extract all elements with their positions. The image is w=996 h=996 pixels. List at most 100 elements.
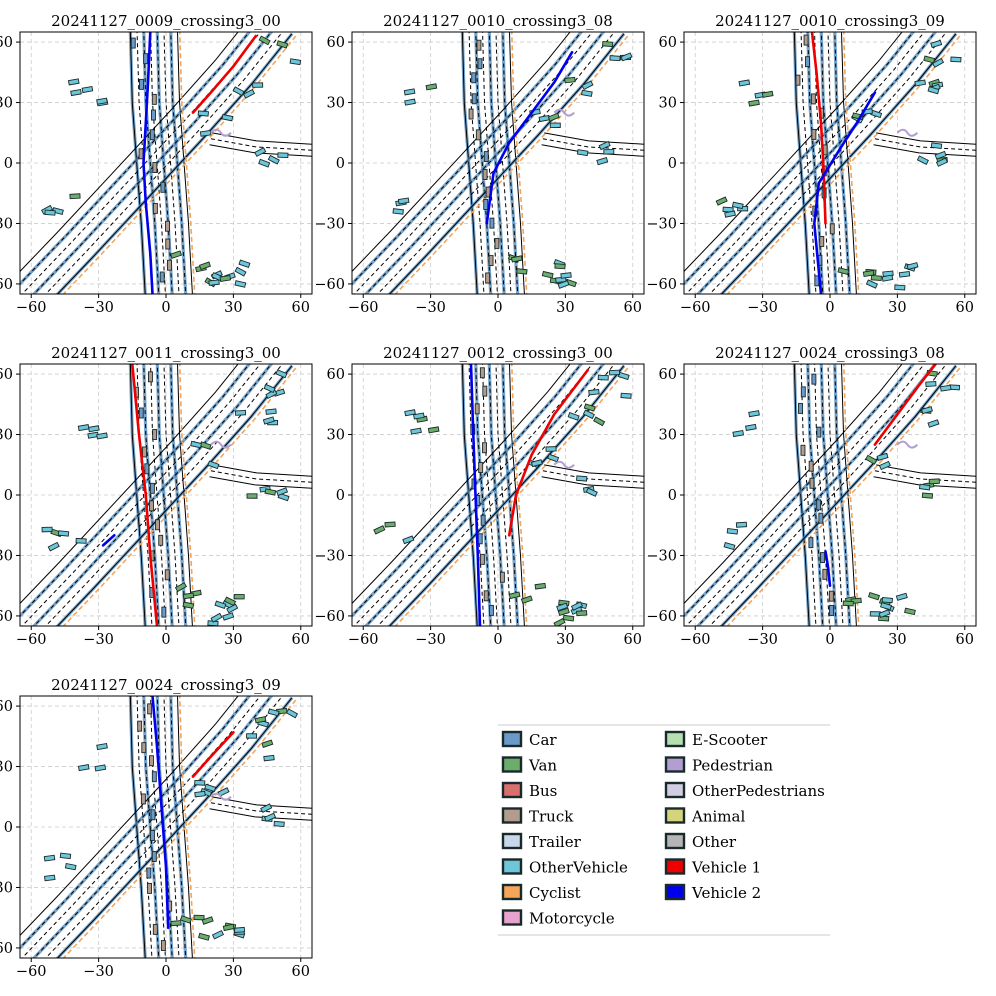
lane-boundary bbox=[834, 364, 851, 626]
x-tick-label: 30 bbox=[224, 632, 242, 648]
lane-boundary bbox=[827, 32, 844, 294]
lane-boundary bbox=[541, 476, 644, 489]
agent-box bbox=[906, 262, 919, 270]
y-tick-label: 0 bbox=[4, 488, 13, 504]
y-tick-label: 30 bbox=[0, 96, 13, 112]
agent-box bbox=[204, 783, 217, 793]
agent-box bbox=[234, 280, 247, 288]
lane-boundary bbox=[502, 32, 519, 294]
agent-box bbox=[69, 193, 81, 200]
agent-box bbox=[262, 416, 275, 425]
agent-box bbox=[480, 514, 486, 526]
agent-box bbox=[141, 742, 147, 754]
x-tick-label: 30 bbox=[556, 300, 574, 316]
agent-box bbox=[928, 478, 940, 485]
agent-box bbox=[870, 274, 882, 282]
agent-box bbox=[715, 196, 728, 206]
agent-box bbox=[510, 255, 523, 263]
agent-box bbox=[258, 158, 271, 168]
agent-box bbox=[489, 217, 495, 229]
y-tick-label: −30 bbox=[314, 216, 345, 232]
legend-item: E-Scooter bbox=[664, 730, 768, 749]
panel-title: 20241127_0012_crossing3_00 bbox=[383, 344, 613, 362]
agent-box bbox=[898, 270, 911, 278]
agent-box bbox=[562, 614, 575, 622]
cyclist-lane bbox=[178, 32, 196, 294]
lane-boundary bbox=[136, 364, 153, 626]
agent-box bbox=[597, 374, 609, 381]
agent-box bbox=[277, 152, 289, 159]
agent-box bbox=[258, 35, 271, 46]
lane-boundary bbox=[468, 32, 485, 294]
agent-box bbox=[161, 606, 167, 618]
agent-box bbox=[179, 915, 192, 924]
lane-fill bbox=[31, 32, 274, 294]
agent-box bbox=[723, 541, 736, 551]
agent-box bbox=[404, 98, 416, 106]
cyclist-lane bbox=[726, 35, 961, 294]
legend-label: Van bbox=[528, 757, 557, 775]
legend-label: Truck bbox=[529, 808, 574, 826]
lane-boundary bbox=[874, 138, 976, 151]
agent-box bbox=[881, 274, 894, 282]
legend-swatch bbox=[664, 807, 686, 824]
agent-box bbox=[803, 34, 809, 46]
y-tick-label: −60 bbox=[314, 609, 345, 625]
vehicle-2-track bbox=[151, 696, 170, 930]
agent-box bbox=[541, 270, 554, 279]
agent-box bbox=[182, 601, 195, 609]
y-tick-label: −30 bbox=[0, 216, 13, 232]
y-tick-label: 60 bbox=[327, 35, 345, 51]
lane-fill bbox=[352, 32, 584, 287]
x-tick-label: −60 bbox=[680, 300, 711, 316]
agent-box bbox=[41, 526, 53, 533]
lane-boundary bbox=[143, 364, 160, 626]
agent-box bbox=[276, 40, 289, 49]
vehicle-1-track bbox=[810, 32, 827, 225]
scenario-panel: 20241127_0009_crossing3_00 −60 −30 0 30 60 −60… bbox=[0, 12, 313, 316]
lane-boundary bbox=[56, 33, 293, 294]
agent-box bbox=[479, 553, 485, 565]
legend-item: OtherVehicle bbox=[501, 858, 628, 877]
agent-box bbox=[165, 238, 171, 250]
vehicle-1-track bbox=[507, 368, 590, 537]
agent-box bbox=[211, 929, 225, 940]
lane-boundary bbox=[352, 32, 571, 273]
agent-box bbox=[384, 521, 396, 528]
legend-swatch bbox=[501, 781, 523, 799]
y-tick-label: 30 bbox=[327, 428, 345, 444]
lane-boundary bbox=[209, 808, 312, 821]
lane-boundary bbox=[209, 476, 312, 489]
agent-box bbox=[138, 148, 144, 160]
agent-box bbox=[557, 280, 570, 289]
scenario-panel: 20241127_0024_crossing3_09 −60 −30 0 30 60 −60… bbox=[0, 676, 313, 980]
agent-box bbox=[748, 410, 760, 418]
plot-area bbox=[684, 32, 976, 294]
legend-label: OtherVehicle bbox=[529, 859, 628, 877]
legend-item: Other bbox=[664, 832, 737, 851]
lane-boundary bbox=[20, 32, 239, 273]
y-tick-label: 0 bbox=[4, 820, 13, 836]
x-tick-label: 60 bbox=[292, 964, 310, 980]
agent-box bbox=[263, 383, 276, 394]
x-tick-label: −30 bbox=[747, 632, 778, 648]
agent-box bbox=[609, 55, 621, 62]
legend-swatch bbox=[664, 858, 686, 875]
agent-box bbox=[219, 274, 232, 282]
agent-box bbox=[70, 88, 82, 97]
agent-box bbox=[555, 276, 567, 283]
y-tick-label: −60 bbox=[0, 277, 13, 293]
lane-boundary bbox=[820, 32, 837, 294]
agent-box bbox=[567, 412, 580, 421]
vehicle-2-track bbox=[469, 364, 482, 626]
agent-box bbox=[138, 407, 144, 419]
y-tick-label: 0 bbox=[336, 156, 345, 172]
legend-swatch bbox=[664, 832, 686, 850]
agent-box bbox=[59, 852, 72, 860]
y-tick-label: 60 bbox=[0, 699, 13, 715]
agent-box bbox=[918, 483, 931, 491]
x-tick-label: 30 bbox=[224, 300, 242, 316]
agent-box bbox=[880, 602, 892, 611]
agent-box bbox=[516, 268, 528, 275]
x-tick-label: 60 bbox=[624, 632, 642, 648]
